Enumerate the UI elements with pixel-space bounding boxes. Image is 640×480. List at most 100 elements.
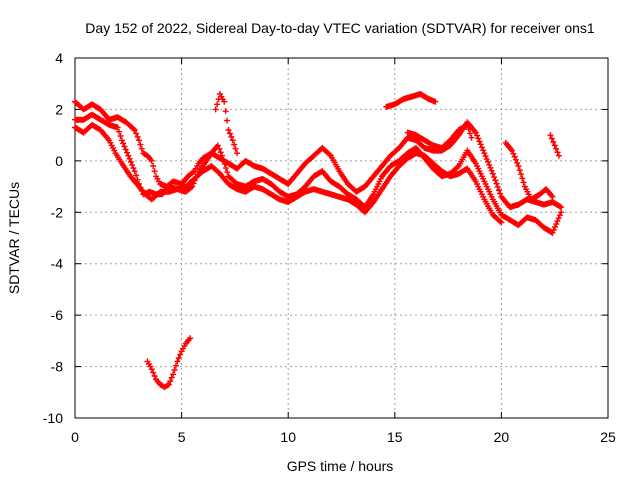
y-tick-label: 0	[55, 153, 63, 169]
grid	[75, 58, 608, 418]
data-point	[151, 168, 158, 175]
data-point	[134, 133, 141, 140]
data-point	[553, 221, 560, 228]
data-point	[489, 170, 496, 177]
data-point	[168, 374, 175, 381]
data-point	[465, 126, 472, 133]
data-point	[432, 98, 439, 105]
data-point	[515, 163, 522, 169]
data-point	[553, 145, 560, 152]
data-point	[497, 218, 504, 225]
y-axis-label: SDTVAR / TECUs	[6, 182, 22, 294]
data-point	[133, 172, 140, 179]
data-point	[494, 183, 501, 190]
data-point	[477, 141, 484, 148]
x-tick-label: 15	[387, 429, 403, 445]
data-point	[478, 144, 485, 151]
data-point	[520, 179, 527, 186]
data-point	[480, 147, 487, 154]
data-point	[187, 335, 194, 342]
data-point	[190, 169, 197, 176]
data-point	[483, 156, 490, 163]
data-point	[118, 137, 125, 144]
data-point	[555, 152, 562, 159]
data-point	[131, 168, 138, 175]
x-tick-label: 5	[178, 429, 186, 445]
data-point	[171, 367, 178, 373]
data-point	[151, 373, 158, 379]
series-track-7	[502, 139, 556, 203]
data-point	[476, 138, 483, 145]
data-point	[224, 169, 231, 176]
data-point	[518, 171, 525, 178]
data-point	[175, 355, 182, 361]
data-point	[116, 128, 123, 135]
data-point	[177, 351, 184, 358]
data-point	[226, 130, 233, 137]
data-point	[454, 164, 461, 171]
data-point	[221, 98, 228, 105]
data-point	[549, 193, 556, 200]
y-tick-label: 4	[55, 50, 63, 66]
series-track-4	[212, 91, 241, 157]
data-point	[555, 215, 562, 222]
data-point	[148, 366, 155, 373]
data-point	[232, 145, 239, 152]
series-track-6	[404, 121, 475, 151]
data-point	[547, 132, 554, 139]
data-point	[212, 106, 219, 113]
data-point	[551, 142, 558, 149]
data-point	[214, 101, 221, 108]
data-point	[486, 161, 493, 168]
data-point	[120, 140, 127, 147]
data-point	[187, 184, 194, 191]
data-point	[229, 137, 236, 144]
series-track-3	[72, 121, 505, 226]
data-point	[220, 156, 227, 163]
series-track-8	[547, 132, 562, 159]
data-point	[558, 204, 565, 211]
data-point	[514, 159, 521, 166]
plot-frame	[74, 57, 609, 419]
data-point	[482, 153, 489, 160]
data-point	[122, 146, 129, 153]
data-point	[135, 137, 142, 144]
data-point	[468, 134, 475, 141]
data-point	[556, 212, 563, 219]
data-point	[224, 117, 231, 124]
x-tick-label: 25	[600, 429, 616, 445]
data-point	[117, 133, 124, 139]
series-track-5	[383, 91, 439, 110]
data-point	[167, 378, 174, 385]
data-point	[484, 158, 491, 165]
y-tick-label: -2	[51, 204, 64, 220]
data-point	[121, 143, 128, 150]
data-point	[326, 151, 333, 158]
y-tick-label: -4	[51, 256, 64, 272]
data-point	[130, 165, 137, 172]
data-point	[150, 163, 157, 169]
data-point	[487, 164, 494, 171]
data-point	[148, 157, 155, 164]
x-axis-label: GPS time / hours	[287, 458, 394, 474]
data-point	[214, 142, 221, 149]
data-point	[511, 153, 518, 160]
data-point	[217, 149, 224, 156]
data-point	[165, 381, 172, 388]
data-point	[225, 127, 232, 133]
data-point	[475, 135, 482, 142]
data-point	[124, 149, 131, 156]
data-point	[170, 371, 177, 378]
data-point	[174, 358, 181, 365]
data-point	[495, 187, 502, 194]
data-point	[131, 127, 138, 133]
data-point	[493, 180, 500, 187]
data-point	[234, 150, 241, 157]
x-tick-label: 0	[71, 429, 79, 445]
data-point	[519, 175, 526, 182]
data-point	[130, 125, 137, 132]
data-point	[481, 150, 488, 157]
data-point	[463, 122, 470, 129]
data-point	[550, 139, 557, 145]
